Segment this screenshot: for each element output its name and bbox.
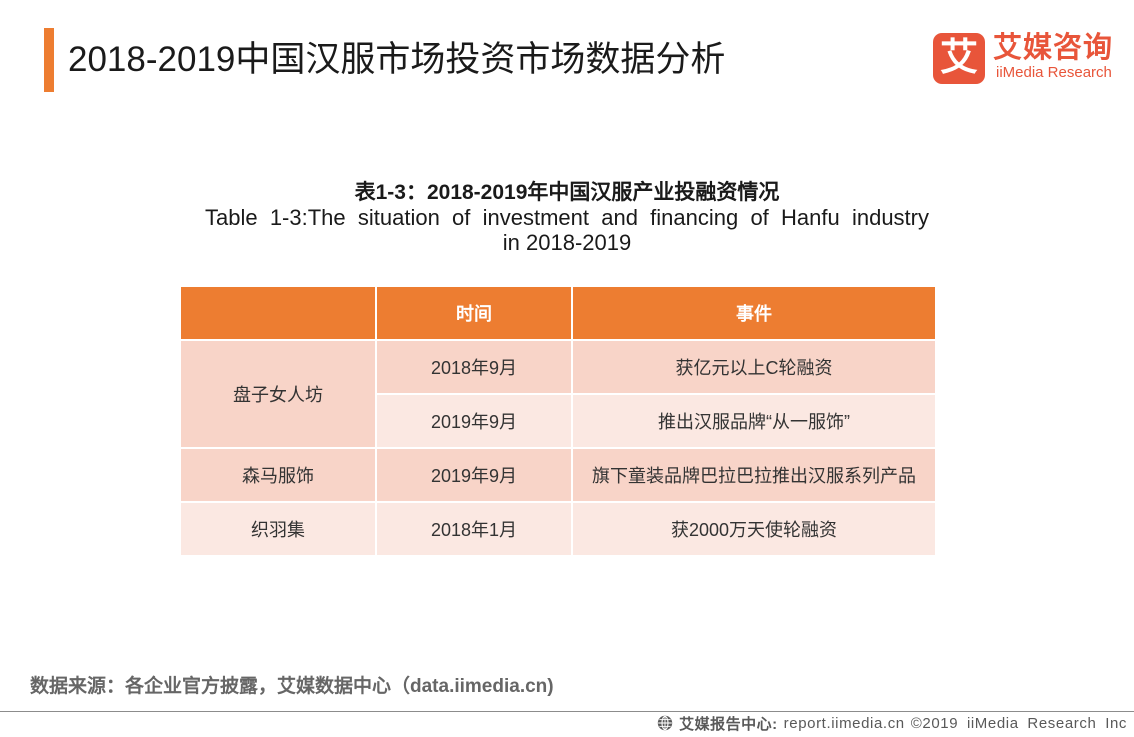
table-header-corner xyxy=(181,287,375,339)
globe-icon xyxy=(657,715,673,731)
event-cell: 推出汉服品牌“从一服饰” xyxy=(573,395,935,447)
table-caption: 表1-3：2018-2019年中国汉服产业投融资情况 Table 1-3:The… xyxy=(205,180,929,255)
caption-cn: 表1-3：2018-2019年中国汉服产业投融资情况 xyxy=(354,181,780,204)
table-header-event: 事件 xyxy=(573,287,935,339)
brand-name-en: iiMedia Research xyxy=(996,64,1112,81)
footer-divider xyxy=(0,711,1134,712)
report-center-url: report.iimedia.cn xyxy=(783,714,905,732)
brand-name-cn: 艾媒咨询 xyxy=(993,32,1114,64)
page-title: 2018-2019中国汉服市场投资市场数据分析 xyxy=(68,40,726,79)
event-cell: 旗下童装品牌巴拉巴拉推出汉服系列产品 xyxy=(573,449,935,501)
report-center-label: 艾媒报告中心: xyxy=(679,715,778,733)
event-cell: 获2000万天使轮融资 xyxy=(573,503,935,555)
time-cell: 2019年9月 xyxy=(377,449,571,501)
data-source-note: 数据来源：各企业官方披露，艾媒数据中心（data.iimedia.cn) xyxy=(30,676,554,697)
time-cell: 2018年1月 xyxy=(377,503,571,555)
company-cell: 织羽集 xyxy=(181,503,375,555)
company-cell: 森马服饰 xyxy=(181,449,375,501)
caption-en-line1: Table 1-3:The situation of investment an… xyxy=(205,205,929,230)
table-header-time: 时间 xyxy=(377,287,571,339)
title-accent-bar xyxy=(44,28,54,92)
company-cell: 盘子女人坊 xyxy=(181,341,375,447)
investment-table: 时间 事件 盘子女人坊 2018年9月 获亿元以上C轮融资 2019年9月 推出… xyxy=(181,287,935,555)
report-center-credit: 艾媒报告中心: report.iimedia.cn ©2019 iiMedia … xyxy=(657,713,1127,733)
time-cell: 2018年9月 xyxy=(377,341,571,393)
iimedia-logo-icon: 艾 xyxy=(933,33,985,84)
event-cell: 获亿元以上C轮融资 xyxy=(573,341,935,393)
iimedia-logo: 艾 艾媒咨询 iiMedia Research xyxy=(933,32,1117,86)
caption-en-line2: in 2018-2019 xyxy=(502,230,632,255)
time-cell: 2019年9月 xyxy=(377,395,571,447)
copyright-text: ©2019 iiMedia Research Inc xyxy=(910,714,1127,732)
